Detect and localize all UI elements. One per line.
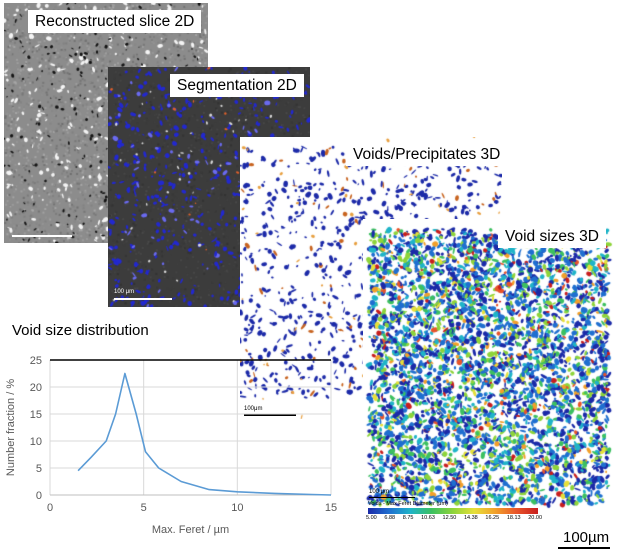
void-sizes-panel: Void sizes 3D <box>363 219 613 519</box>
void-size-distribution-chart: 0 5 10 15 20 25 0 5 10 15 Max. Feret / µm Number fr… <box>5 355 337 536</box>
colorbar-tick-6: 16.25 <box>485 515 500 521</box>
colorbar-tick-4: 12.50 <box>442 515 457 521</box>
y-tick-label-3: 15 <box>30 409 42 421</box>
segmentation-label: Segmentation 2D <box>170 74 304 98</box>
colorbar-tick-2: 8.75 <box>402 515 414 521</box>
scale-bar-label: 100µm <box>563 529 610 546</box>
voids-scale-bar <box>244 414 296 416</box>
x-tick-label-3: 15 <box>325 502 337 514</box>
slice-label: Reconstructed slice 2D <box>28 10 202 34</box>
x-tick-label-1: 5 <box>141 502 147 514</box>
colorbar-tick-7: 18.13 <box>506 515 521 521</box>
colorbar-tick-1: 6.88 <box>384 515 396 521</box>
void-sizes-label: Void sizes 3D <box>498 225 606 249</box>
segmentation-scale-text: 100 μm <box>114 289 135 295</box>
x-axis-label: Max. Feret / µm <box>152 524 229 536</box>
void-sizes-scale-text: 100 μm <box>369 489 390 495</box>
colorbar-tick-0: 5.00 <box>366 515 377 521</box>
void-sizes-render <box>363 219 613 519</box>
scale-bar <box>558 547 610 549</box>
void-sizes-scale-bar <box>369 497 415 498</box>
x-tick-label-0: 0 <box>47 502 53 514</box>
y-axis-label: Number fraction / % <box>5 379 17 476</box>
colorbar-tick-3: 10.63 <box>421 515 435 521</box>
colorbar-title: Voids - Max Feret Diameter (μm) <box>368 501 448 507</box>
colorbar-tick-5: 14.38 <box>463 515 478 521</box>
y-tick-label-0: 0 <box>36 490 42 502</box>
colorbar-tick-8: 20.00 <box>528 515 542 521</box>
voids-scale-text: 100μm <box>244 406 263 412</box>
segmentation-scale-bar <box>114 298 172 300</box>
slice-scale-bar <box>12 235 72 237</box>
distribution-title: Void size distribution <box>12 322 149 339</box>
y-tick-label-4: 20 <box>30 382 42 394</box>
distribution-line <box>77 372 332 496</box>
y-tick-label-5: 25 <box>30 355 42 367</box>
x-tick-label-2: 10 <box>231 502 243 514</box>
y-tick-label-2: 10 <box>30 436 42 448</box>
y-tick-label-1: 5 <box>36 463 42 475</box>
colorbar-tick-labels: 5.00 6.88 8.75 10.63 12.50 14.38 16.25 18.13 20.… <box>366 515 542 521</box>
voids-precipitates-label: Voids/Precipitates 3D <box>346 143 502 167</box>
void-size-colorbar <box>368 508 538 514</box>
